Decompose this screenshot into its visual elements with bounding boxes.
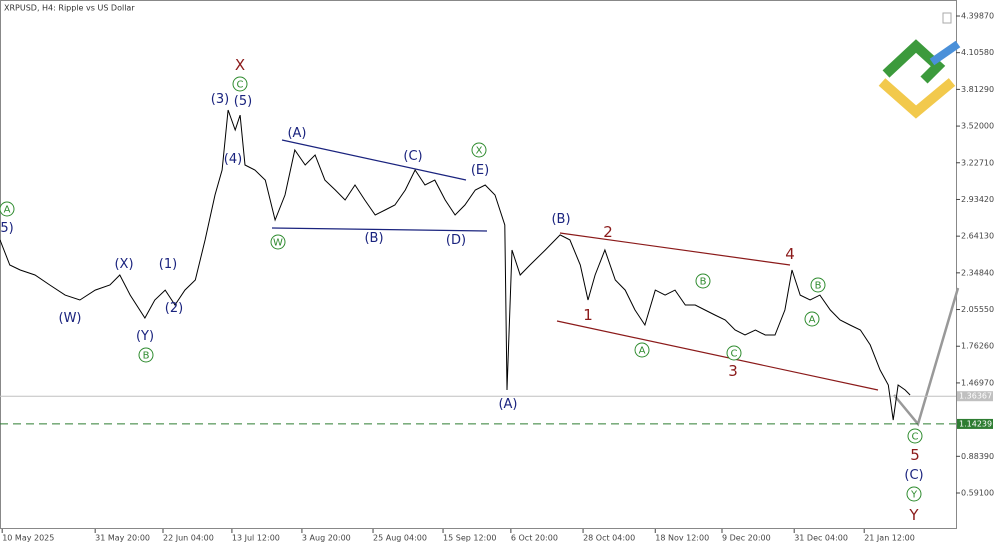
- wave-label: (D): [446, 233, 466, 248]
- wave-label: 3: [728, 362, 738, 380]
- wave-label: Y: [908, 506, 919, 524]
- price-tag-label: 1.36367: [959, 392, 992, 401]
- wave-label: (3): [211, 92, 229, 107]
- wave-label: 1: [583, 306, 593, 324]
- y-tick-label: 4.39870: [961, 11, 994, 20]
- trend-line: [556, 320, 879, 391]
- x-tick-label: 15 Sep 12:00: [443, 534, 496, 543]
- x-tick-label: 21 Jan 12:00: [864, 534, 915, 543]
- wave-label: (5): [234, 94, 252, 109]
- wave-label: (A): [287, 126, 306, 141]
- wave-label: B: [143, 351, 150, 362]
- y-tick-label: 0.88390: [961, 452, 994, 461]
- wave-label: (X): [114, 257, 133, 272]
- wave-circle: [907, 428, 923, 444]
- wave-label: X: [235, 56, 245, 74]
- wave-circle: [232, 76, 248, 92]
- wave-label: (W): [59, 311, 82, 326]
- wave-label: Y: [910, 490, 918, 501]
- x-tick-label: 18 Nov 12:00: [655, 534, 709, 543]
- wave-label: 5: [910, 446, 920, 464]
- wave-circle: [810, 277, 826, 293]
- y-tick-label: 1.76260: [961, 342, 994, 351]
- wave-label: A: [4, 205, 11, 216]
- y-tick-label: 1.46970: [961, 378, 994, 387]
- wave-label: (4): [224, 152, 242, 167]
- x-tick-label: 10 May 2025: [2, 534, 54, 543]
- wave-label: A: [639, 346, 646, 357]
- wave-label: 4: [785, 245, 795, 263]
- x-tick-label: 3 Aug 20:00: [302, 534, 351, 543]
- trend-line: [271, 227, 488, 232]
- y-tick-label: 4.10580: [961, 48, 994, 57]
- wave-circle: [726, 345, 742, 361]
- wave-label: 5): [0, 221, 13, 236]
- y-tick-label: 3.52000: [961, 122, 994, 131]
- y-tick-label: 3.81290: [961, 85, 994, 94]
- y-tick-label: 2.05550: [961, 305, 994, 314]
- wave-label: C: [237, 80, 244, 91]
- wave-label: C: [731, 349, 738, 360]
- wave-label: A: [809, 315, 816, 326]
- y-tick-label: 2.93420: [961, 195, 994, 204]
- wave-label: (C): [403, 149, 422, 164]
- chart-title: XRPUSD, H4: Ripple vs US Dollar: [4, 4, 135, 13]
- wave-circle: [471, 142, 487, 158]
- wave-circle: [270, 234, 286, 250]
- wave-label: 2: [603, 223, 613, 241]
- wave-circle: [138, 347, 154, 363]
- y-tick-label: 0.59100: [961, 488, 994, 497]
- wave-label: (1): [159, 257, 177, 272]
- wave-label: (A): [498, 397, 517, 412]
- wave-circle: [804, 311, 820, 327]
- wave-label: B: [700, 277, 707, 288]
- wave-label: C: [912, 432, 919, 443]
- wave-label: (C): [904, 468, 923, 483]
- wave-label: W: [273, 238, 283, 249]
- y-tick-label: 2.64130: [961, 232, 994, 241]
- wave-label: B: [815, 281, 822, 292]
- wave-circle: [0, 201, 15, 217]
- x-tick-label: 13 Jul 12:00: [232, 534, 280, 543]
- logo-part: [878, 78, 956, 119]
- x-tick-label: 22 Jun 04:00: [163, 534, 214, 543]
- wave-label: (Y): [136, 329, 154, 344]
- y-tick-label: 3.22710: [961, 158, 994, 167]
- x-tick-label: 31 May 20:00: [95, 534, 150, 543]
- price-line: [0, 109, 911, 421]
- x-tick-label: 9 Dec 20:00: [722, 534, 771, 543]
- x-tick-label: 25 Aug 04:00: [373, 534, 427, 543]
- wave-label: (E): [471, 163, 489, 178]
- trend-line: [559, 232, 791, 266]
- wave-label: X: [476, 146, 483, 157]
- y-tick-label: 2.34840: [961, 268, 994, 277]
- x-tick-label: 6 Oct 20:00: [511, 534, 558, 543]
- wave-label: (2): [165, 301, 183, 316]
- plot-frame: [0, 0, 957, 529]
- x-tick-label: 31 Dec 04:00: [794, 534, 848, 543]
- wave-circle: [906, 486, 922, 502]
- wave-label: (B): [551, 212, 570, 227]
- trend-line: [281, 139, 467, 181]
- icon: [942, 12, 952, 24]
- price-tag-label: 1.14239: [959, 419, 992, 428]
- price-tag: [957, 418, 993, 429]
- logo-part: [882, 39, 946, 84]
- wave-label: (B): [364, 231, 383, 246]
- wave-circle: [634, 342, 650, 358]
- x-tick-label: 28 Oct 04:00: [583, 534, 635, 543]
- logo: [878, 39, 961, 119]
- wave-circle: [695, 273, 711, 289]
- logo-part: [929, 40, 961, 66]
- price-tag: [957, 391, 993, 402]
